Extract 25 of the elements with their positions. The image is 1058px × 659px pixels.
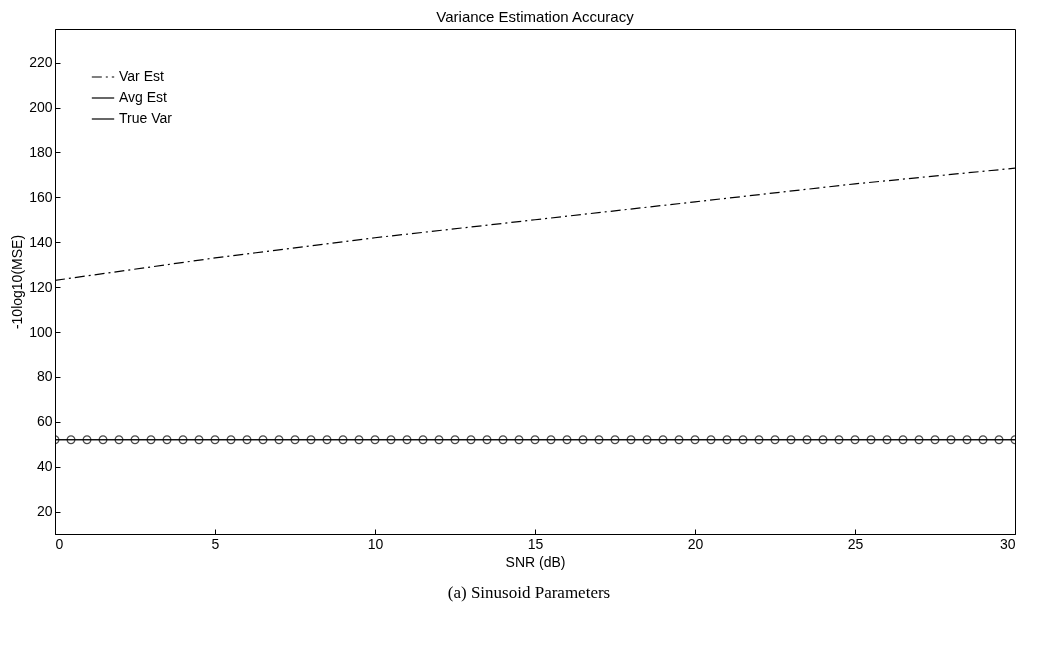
- y-tick-label: 140: [29, 233, 53, 250]
- y-axis-title: -10log10(MSE): [9, 234, 26, 330]
- y-tick-label: 100: [29, 323, 53, 340]
- y-tick-label: 20: [36, 503, 53, 520]
- legend-label: Var Est: [119, 68, 164, 84]
- y-tick-label: 80: [36, 368, 53, 385]
- x-tick-label: 5: [211, 535, 220, 552]
- y-tick-label: 120: [29, 278, 53, 295]
- text: (a) Sinusoid Parameters: [0, 583, 1058, 603]
- legend-label: True Var: [119, 110, 173, 126]
- y-tick-label: 40: [36, 458, 53, 475]
- y-tick-label: 200: [29, 99, 53, 116]
- x-tick-label: 30: [999, 535, 1016, 552]
- x-tick-label: 0: [55, 535, 64, 552]
- x-tick-label: 20: [687, 535, 704, 552]
- x-axis-title: SNR (dB): [505, 553, 566, 570]
- chart-title: Variance Estimation Accuracy: [436, 8, 635, 25]
- x-tick-label: 25: [847, 535, 864, 552]
- y-tick-label: 220: [29, 54, 53, 71]
- legend-label: Avg Est: [119, 89, 168, 105]
- x-tick-label: 10: [367, 535, 384, 552]
- y-tick-label: 180: [29, 143, 53, 160]
- y-tick-label: 160: [29, 188, 53, 205]
- x-tick-label: 15: [527, 535, 544, 552]
- y-tick-label: 60: [36, 413, 53, 430]
